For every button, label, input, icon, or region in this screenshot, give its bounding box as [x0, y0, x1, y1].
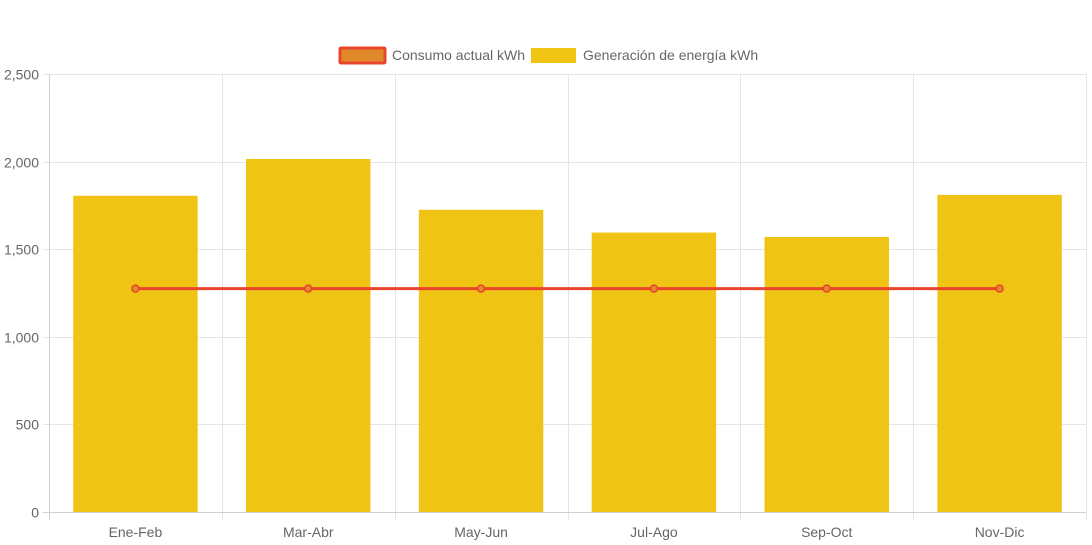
- legend-label-generacion[interactable]: Generación de energía kWh: [583, 47, 758, 63]
- y-tick-label: 2,500: [4, 67, 39, 83]
- x-axis: Ene-Feb Mar-Abr May-Jun Jul-Ago Sep-Oct Nov-D…: [43, 512, 1086, 540]
- x-tick-label: Mar-Abr: [283, 524, 334, 540]
- consumo-point-jul-ago[interactable]: [649, 284, 659, 293]
- consumo-point-may-jun[interactable]: [476, 284, 486, 293]
- y-tick-label: 2,000: [4, 155, 39, 171]
- bar-nov-dic[interactable]: [937, 194, 1062, 512]
- x-tick-label: Jul-Ago: [630, 524, 678, 540]
- bar-ene-feb[interactable]: [73, 195, 198, 512]
- consumo-point-sep-oct[interactable]: [822, 284, 831, 293]
- consumo-point-nov-dic[interactable]: [995, 284, 1004, 293]
- y-axis: 0 500 1,000 1,500 2,000 2,500: [4, 67, 50, 521]
- x-tick-label: Nov-Dic: [975, 524, 1025, 540]
- y-tick-label: 1,500: [4, 242, 39, 258]
- line-series: [131, 284, 1004, 293]
- bar-may-jun[interactable]: [418, 209, 544, 512]
- consumo-point-mar-abr[interactable]: [304, 284, 313, 293]
- legend-label-consumo[interactable]: Consumo actual kWh: [392, 47, 525, 63]
- grid-lines: [43, 74, 1087, 520]
- legend-swatch-generacion[interactable]: [531, 48, 576, 63]
- y-tick-label: 1,000: [4, 330, 39, 346]
- consumo-point-ene-feb[interactable]: [131, 284, 140, 293]
- bar-mar-abr[interactable]: [246, 158, 371, 513]
- x-tick-label: May-Jun: [454, 524, 508, 540]
- y-tick-label: 0: [31, 505, 39, 521]
- legend-swatch-consumo[interactable]: [338, 46, 387, 65]
- y-tick-label: 500: [16, 417, 40, 433]
- bar-jul-ago[interactable]: [591, 232, 717, 512]
- x-tick-label: Ene-Feb: [109, 524, 163, 540]
- x-tick-label: Sep-Oct: [801, 524, 852, 540]
- bar-sep-oct[interactable]: [764, 236, 889, 512]
- bar-series: [73, 158, 1062, 513]
- chart-legend: Consumo actual kWh Generación de energía…: [338, 46, 758, 65]
